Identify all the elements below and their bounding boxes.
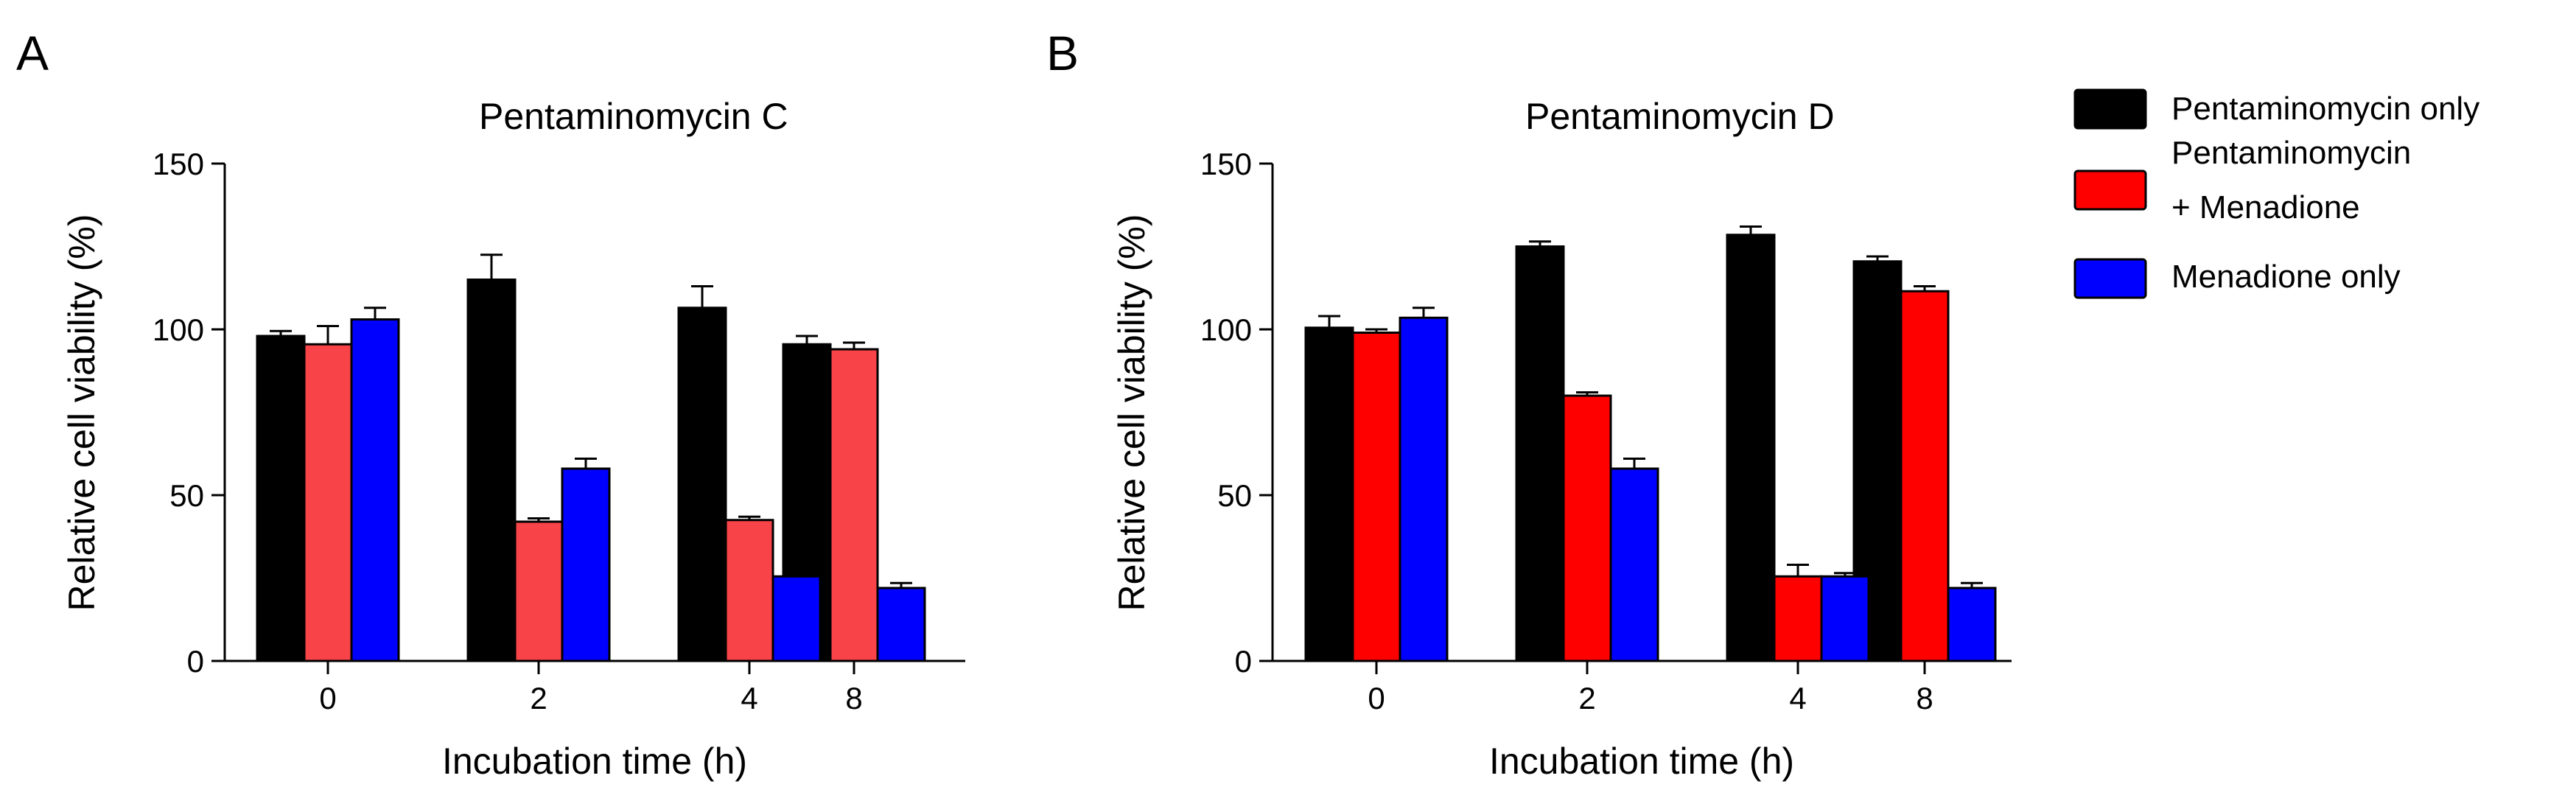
legend-label: Pentaminomycin only — [2171, 91, 2479, 127]
bar — [1515, 245, 1565, 662]
panel-b: B Pentaminomycin D 0 50 100 150 0 2 4 8 Incubation… — [1046, 26, 2012, 782]
bar — [561, 467, 611, 662]
bar — [303, 343, 353, 662]
y-tick-label: 0 — [1235, 644, 1252, 679]
chart-title: Pentaminomycin C — [479, 96, 788, 137]
bar — [1820, 575, 1870, 662]
bar — [1399, 316, 1449, 662]
x-tick-label: 0 — [319, 681, 336, 715]
x-axis-label: Incubation time (h) — [1489, 741, 1794, 782]
y-axis-label: Relative cell viability (%) — [1111, 214, 1152, 611]
legend-label: Pentaminomycin — [2171, 135, 2411, 171]
bar — [724, 519, 774, 662]
x-tick-label: 8 — [1916, 681, 1933, 715]
panel-letter: B — [1046, 26, 1079, 80]
y-tick-label: 50 — [1217, 478, 1252, 513]
y-axis-label: Relative cell viability (%) — [61, 214, 102, 611]
legend-label: + Menadione — [2171, 189, 2360, 225]
x-tick-label: 2 — [1578, 681, 1595, 715]
bar — [1609, 467, 1659, 662]
y-tick-label: 100 — [153, 312, 204, 347]
bar — [677, 307, 727, 662]
x-tick-label: 8 — [845, 681, 862, 715]
bar — [1947, 587, 1997, 662]
legend-swatch — [2073, 169, 2147, 211]
bar — [876, 587, 926, 662]
bar — [1773, 575, 1823, 662]
bar — [829, 348, 879, 662]
bar — [350, 318, 400, 662]
bar — [514, 520, 564, 662]
y-tick-label: 150 — [1200, 147, 1252, 181]
chart-title: Pentaminomycin D — [1525, 96, 1835, 137]
y-tick-label: 50 — [169, 478, 204, 513]
legend-label: Menadione only — [2171, 259, 2401, 295]
bar — [771, 575, 822, 662]
legend: Pentaminomycin only Pentaminomycin + Mena… — [2073, 88, 2479, 299]
bar — [1351, 332, 1401, 662]
legend-swatch — [2073, 88, 2147, 130]
x-tick-label: 4 — [1789, 681, 1806, 715]
y-tick-label: 100 — [1200, 312, 1252, 347]
bar — [1562, 394, 1612, 662]
bar — [1304, 326, 1354, 662]
bar — [1726, 234, 1776, 662]
x-axis-label: Incubation time (h) — [442, 741, 747, 782]
y-tick-label: 0 — [187, 644, 204, 679]
y-tick-label: 150 — [153, 147, 204, 181]
x-tick-label: 0 — [1368, 681, 1385, 715]
panel-a: A Pentaminomycin C 0 50 100 150 0 2 4 8 Incubation… — [16, 26, 965, 782]
bar — [466, 279, 517, 662]
panel-letter: A — [16, 26, 49, 80]
bar — [1900, 290, 1950, 662]
x-tick-label: 2 — [530, 681, 547, 715]
x-tick-label: 4 — [741, 681, 757, 715]
bar — [256, 335, 306, 662]
legend-swatch — [2073, 258, 2147, 299]
